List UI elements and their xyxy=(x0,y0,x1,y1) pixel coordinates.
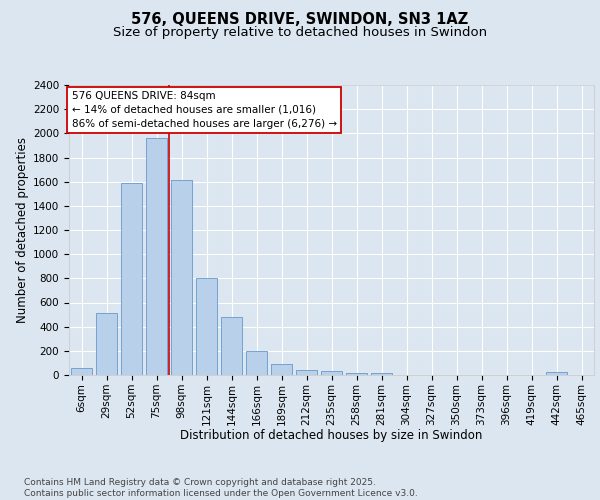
Bar xyxy=(171,180,192,375)
Text: Size of property relative to detached houses in Swindon: Size of property relative to detached ho… xyxy=(113,26,487,39)
Bar xyxy=(196,278,217,375)
Bar xyxy=(271,364,292,375)
Bar xyxy=(321,372,342,375)
Text: Contains HM Land Registry data © Crown copyright and database right 2025.
Contai: Contains HM Land Registry data © Crown c… xyxy=(24,478,418,498)
Bar xyxy=(96,314,117,375)
Bar xyxy=(371,373,392,375)
Bar xyxy=(71,368,92,375)
Bar xyxy=(246,351,267,375)
Y-axis label: Number of detached properties: Number of detached properties xyxy=(16,137,29,323)
Bar xyxy=(221,317,242,375)
Bar xyxy=(296,370,317,375)
Bar xyxy=(546,372,567,375)
Text: 576 QUEENS DRIVE: 84sqm
← 14% of detached houses are smaller (1,016)
86% of semi: 576 QUEENS DRIVE: 84sqm ← 14% of detache… xyxy=(71,91,337,129)
Bar xyxy=(346,372,367,375)
Bar xyxy=(146,138,167,375)
Text: 576, QUEENS DRIVE, SWINDON, SN3 1AZ: 576, QUEENS DRIVE, SWINDON, SN3 1AZ xyxy=(131,12,469,28)
Bar xyxy=(121,183,142,375)
X-axis label: Distribution of detached houses by size in Swindon: Distribution of detached houses by size … xyxy=(181,429,482,442)
